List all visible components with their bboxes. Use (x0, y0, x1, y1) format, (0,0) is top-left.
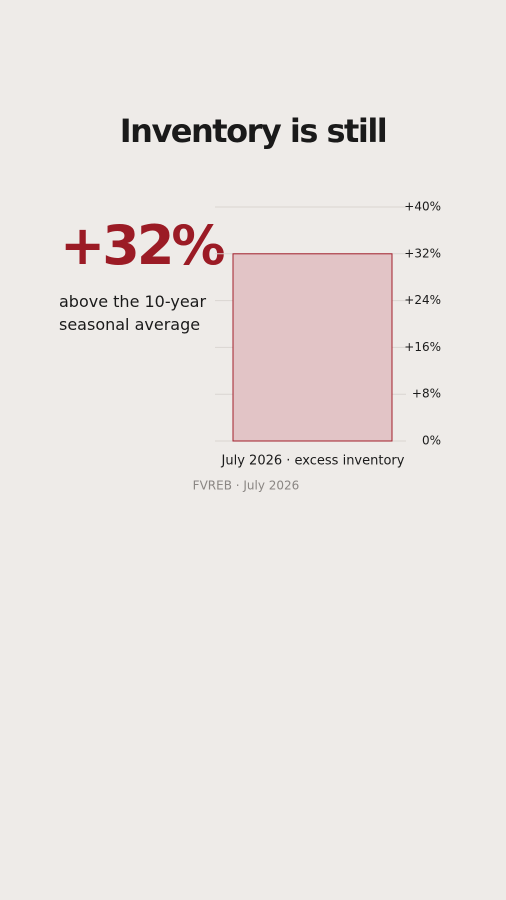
headline-value: +32% (60, 214, 225, 277)
y-tick-label: +16% (404, 340, 441, 354)
y-tick-label: +8% (412, 387, 441, 401)
bar (232, 253, 393, 442)
y-tick-label: +32% (404, 246, 441, 260)
annotation: above the 10-year seasonal average (59, 292, 207, 334)
y-tick-label: +24% (404, 293, 441, 307)
source: FVREB · July 2026 (193, 479, 300, 493)
x-tick-label: July 2026 · excess inventory (221, 454, 405, 469)
y-tick-label: +40% (404, 200, 441, 214)
y-tick-label: 0% (422, 434, 441, 448)
chart-title: Inventory is still (119, 112, 388, 150)
